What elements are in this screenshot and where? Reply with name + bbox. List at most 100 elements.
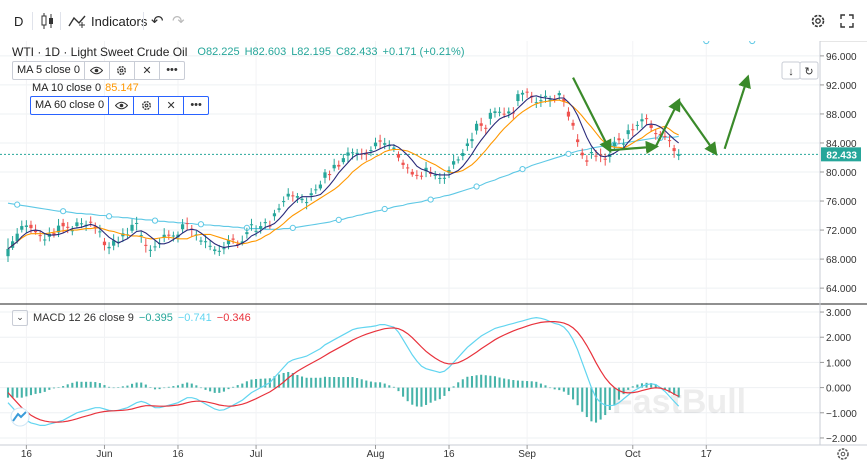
candle — [75, 222, 79, 227]
candle — [502, 113, 506, 115]
macd-histogram-bar — [57, 387, 60, 388]
ma60-label: MA 60 close 0 — [35, 99, 105, 111]
macd-histogram-bar — [181, 383, 184, 388]
close-icon[interactable]: ✕ — [158, 96, 183, 114]
collapse-chevron-icon[interactable]: ⌄ — [12, 310, 28, 326]
close-icon[interactable]: ✕ — [133, 61, 159, 79]
candle — [272, 213, 277, 217]
candle — [594, 155, 598, 157]
candle — [263, 222, 267, 224]
candle — [364, 153, 368, 155]
price-tick-label: 92.000 — [826, 81, 857, 92]
candles-icon[interactable] — [40, 10, 54, 32]
candle — [203, 241, 208, 243]
macd-histogram-bar — [199, 387, 202, 389]
macd-histogram-bar — [503, 378, 506, 388]
macd-histogram-bar — [75, 381, 78, 388]
macd-histogram-bar — [489, 375, 492, 388]
trend-arrow[interactable] — [654, 97, 681, 148]
macd-histogram-bar — [397, 387, 400, 392]
scroll-to-latest-button[interactable]: ↓ — [781, 61, 801, 80]
candle — [185, 223, 189, 225]
macd-histogram-bar — [39, 387, 42, 394]
time-tick-label: 16 — [172, 449, 184, 460]
macd-histogram-bar — [438, 387, 441, 400]
ma60-legend-box[interactable]: MA 60 close 0 ✕ ••• — [30, 95, 210, 115]
time-tick-label: Sep — [518, 449, 536, 460]
price-tick-label: 88.000 — [826, 110, 857, 121]
macd-histogram-bar — [25, 387, 28, 397]
more-icon[interactable]: ••• — [158, 61, 184, 79]
macd-histogram-bar — [103, 385, 106, 388]
toolbar-divider — [143, 12, 144, 30]
candle — [167, 234, 171, 236]
macd-legend: ⌄ MACD 12 26 close 9 −0.395 −0.741 −0.34… — [12, 309, 251, 327]
candle — [295, 196, 300, 198]
macd-histogram-bar — [457, 382, 460, 388]
ma5-legend-box[interactable]: MA 5 close 0 ✕ ••• — [12, 60, 185, 80]
ma60-marker — [427, 196, 434, 203]
macd-histogram-bar — [383, 383, 386, 388]
reset-scale-button[interactable]: ↻ — [799, 61, 819, 80]
macd-histogram-bar — [176, 385, 180, 388]
macd-histogram-bar — [562, 387, 565, 392]
macd-histogram-bar — [402, 387, 405, 397]
undo-icon[interactable]: ↶ — [151, 13, 164, 30]
candle — [102, 241, 107, 246]
candle — [130, 224, 134, 231]
price-tick-label: 84.000 — [826, 139, 857, 150]
candle — [318, 184, 322, 189]
top-toolbar: D Indicators ↶ ↷ — [0, 0, 867, 42]
trend-arrow[interactable] — [677, 100, 718, 156]
gear-icon[interactable] — [108, 61, 134, 79]
candle — [144, 244, 148, 246]
macd-histogram-bar — [153, 387, 157, 390]
fullscreen-icon[interactable] — [840, 10, 854, 32]
candle — [658, 134, 662, 136]
trend-arrow[interactable] — [609, 140, 660, 154]
macd-histogram-bar — [420, 387, 423, 407]
candle — [89, 221, 93, 223]
trend-arrow[interactable] — [723, 74, 751, 150]
candle — [148, 249, 153, 251]
macd-histogram-bar — [300, 376, 304, 388]
eye-icon[interactable] — [108, 96, 133, 114]
ma60-marker — [151, 217, 159, 224]
macd-histogram-bar — [544, 385, 547, 388]
price-chart[interactable]: FastBull 64.00068.00072.00076.00080.0008… — [0, 41, 867, 463]
ma60-marker — [14, 201, 21, 208]
macd-histogram-bar — [374, 382, 377, 388]
interval-button[interactable]: D — [14, 13, 24, 29]
ohlc-high: H82.603 — [244, 46, 287, 58]
macd-histogram-bar — [158, 387, 161, 390]
indicators-button[interactable]: Indicators — [68, 10, 147, 32]
macd-histogram-bar — [80, 381, 83, 388]
trend-arrow[interactable] — [572, 77, 612, 154]
macd-histogram-bar — [447, 387, 451, 392]
candle — [79, 223, 84, 225]
candle — [171, 235, 175, 237]
macd-signal-value: −0.346 — [216, 312, 251, 324]
candle — [580, 152, 584, 156]
candle — [213, 249, 217, 252]
macd-histogram-bar — [480, 374, 483, 388]
candle — [433, 174, 437, 176]
candle — [245, 232, 249, 235]
more-icon[interactable]: ••• — [183, 96, 208, 114]
candle — [346, 152, 350, 156]
ohlc-close: C82.433 — [335, 46, 378, 58]
gear-icon[interactable] — [133, 96, 158, 114]
candle — [401, 162, 405, 165]
eye-icon[interactable] — [83, 61, 109, 79]
macd-histogram-bar — [475, 375, 478, 388]
settings-gear-icon[interactable] — [810, 10, 826, 32]
candle — [222, 248, 226, 250]
macd-histogram-bar — [631, 386, 634, 388]
ohlc-open: O82.225 — [197, 46, 240, 58]
candle — [520, 92, 525, 95]
macd-histogram-bar — [149, 387, 152, 388]
price-tick-label: 72.000 — [826, 226, 857, 237]
macd-histogram-bar — [236, 385, 239, 388]
chart-settings-gear-icon[interactable] — [837, 448, 849, 460]
redo-icon[interactable]: ↷ — [172, 13, 185, 30]
